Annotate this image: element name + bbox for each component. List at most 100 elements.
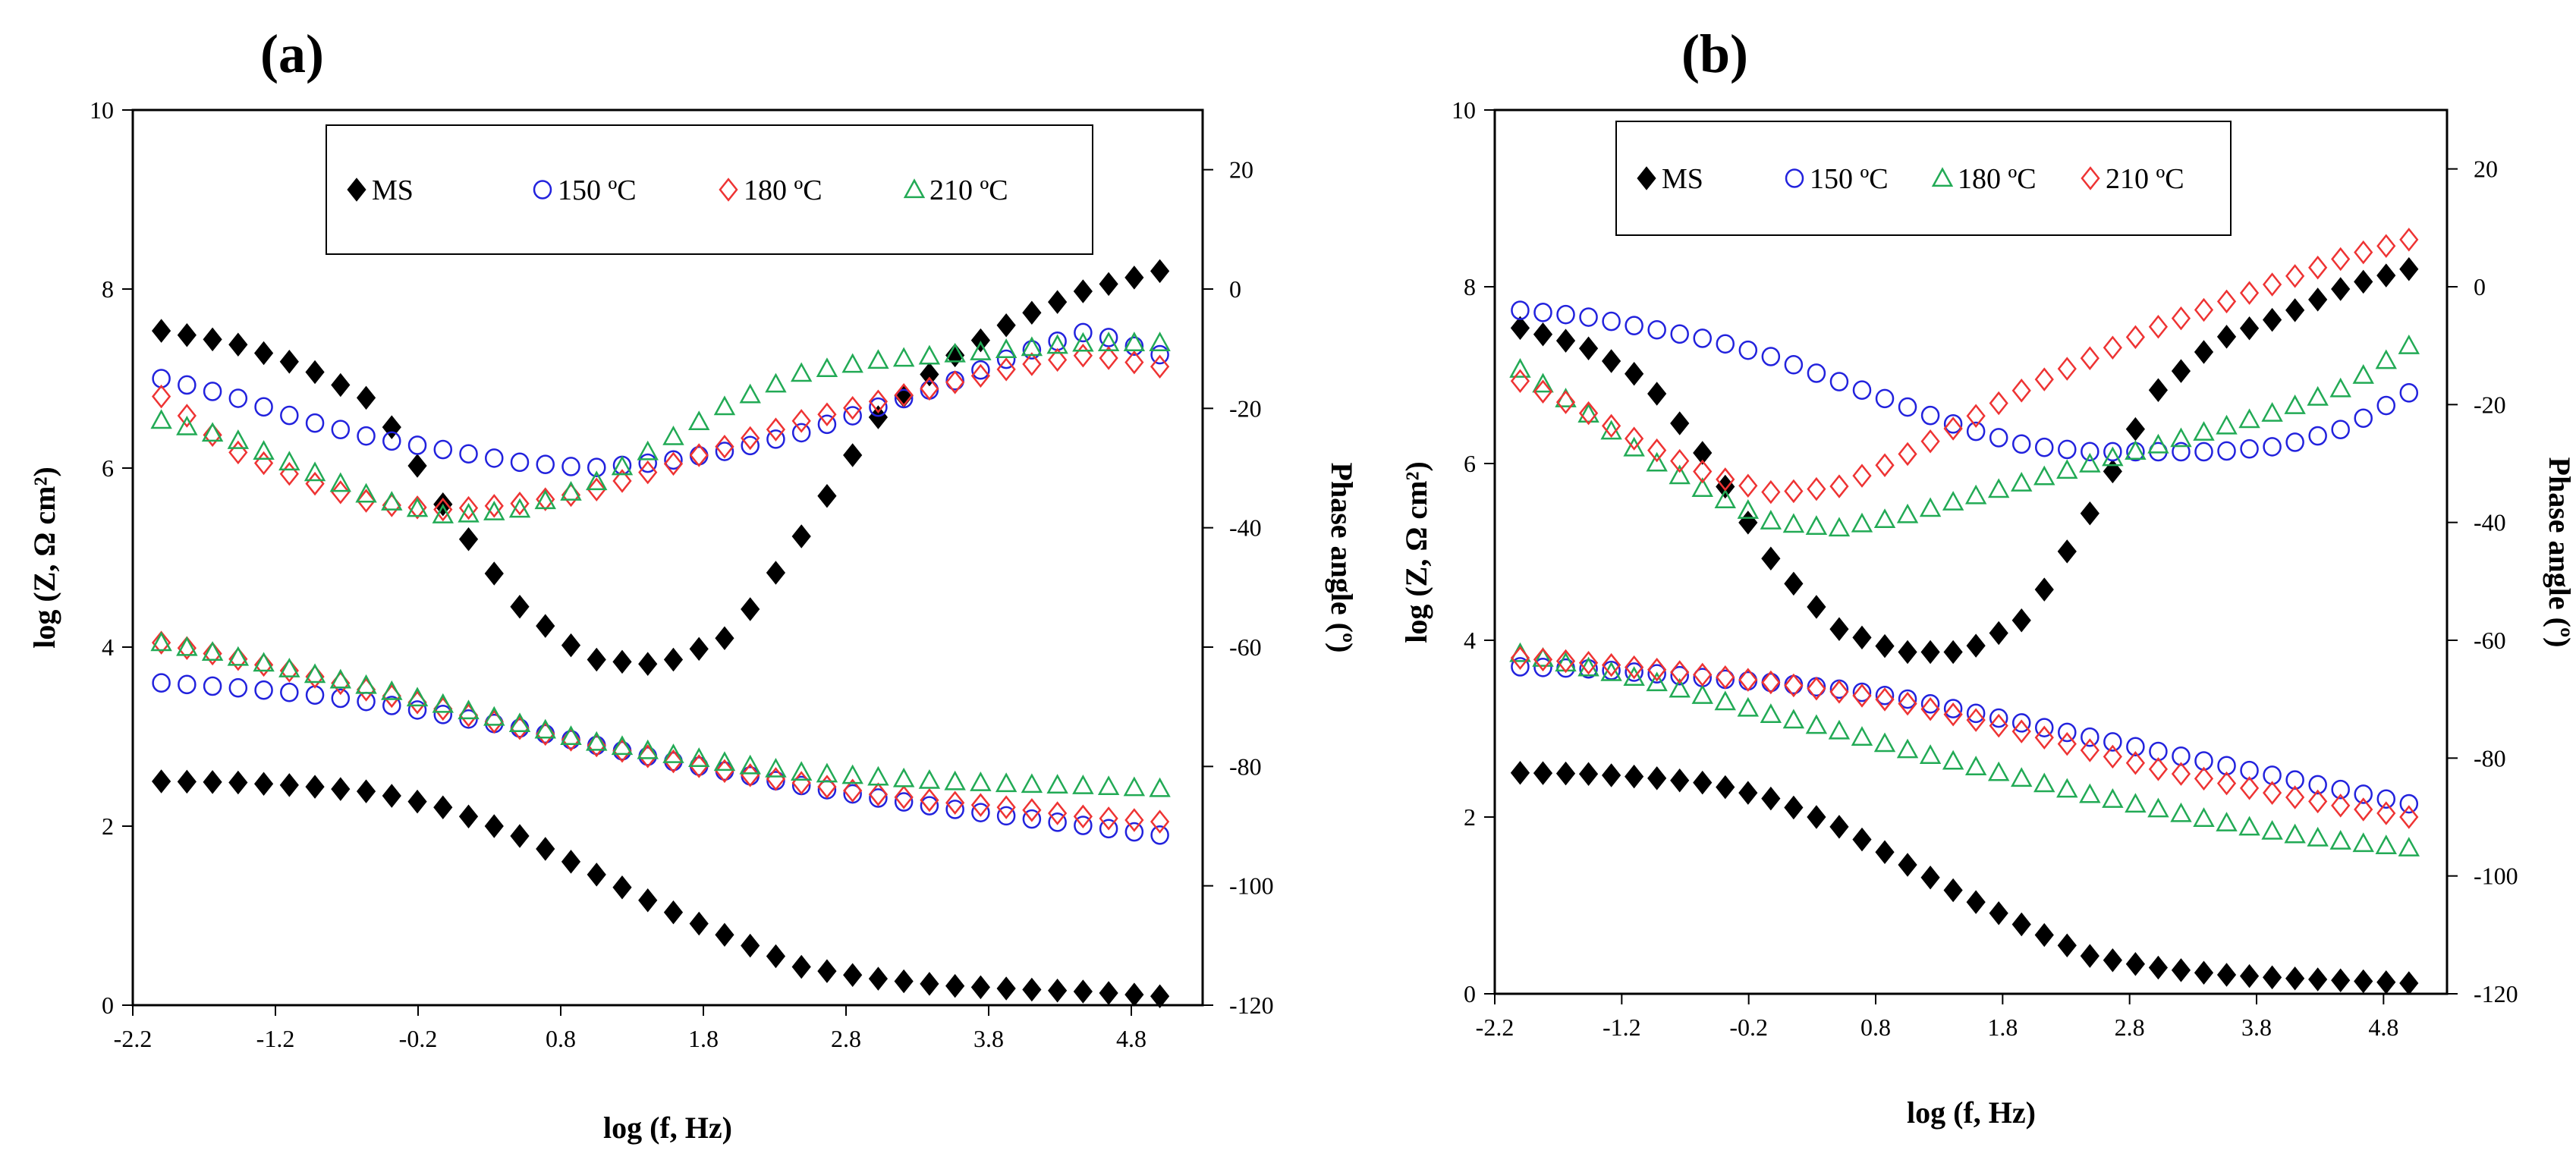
phase-point xyxy=(1875,388,1895,409)
phase-point xyxy=(2125,325,2145,350)
phase-point xyxy=(1987,478,2010,498)
impedance-point xyxy=(1896,738,1919,759)
phase-point xyxy=(638,460,658,485)
y2-tick-label: -40 xyxy=(1229,514,1262,542)
phase-point xyxy=(715,442,734,461)
legend-box-a xyxy=(326,124,1093,255)
impedance-point xyxy=(944,770,966,790)
phase-point xyxy=(227,429,250,449)
phase-point xyxy=(536,487,555,511)
impedance-point xyxy=(458,699,480,720)
impedance-point xyxy=(1966,708,1986,732)
impedance-point xyxy=(1510,646,1530,671)
impedance-point xyxy=(1761,786,1781,811)
y-tick-label: 6 xyxy=(102,454,114,482)
impedance-point xyxy=(1670,665,1689,686)
impedance-point xyxy=(406,687,429,707)
impedance-point xyxy=(2376,970,2396,995)
impedance-point xyxy=(177,769,197,794)
phase-point xyxy=(1556,304,1575,325)
phase-point xyxy=(1602,413,1621,438)
impedance-point xyxy=(1048,812,1067,832)
impedance-point xyxy=(253,652,274,677)
x-tick-label: 4.8 xyxy=(1116,1025,1146,1052)
impedance-point xyxy=(2148,955,2169,980)
y2-tick-label: -100 xyxy=(1229,872,1274,900)
phase-point xyxy=(663,451,684,476)
impedance-point xyxy=(945,790,965,815)
phase-point xyxy=(1738,473,1758,498)
phase-point xyxy=(484,494,504,518)
impedance-point xyxy=(841,764,863,784)
phase-point xyxy=(918,344,941,365)
impedance-point xyxy=(201,641,224,661)
phase-point xyxy=(2035,437,2054,457)
legend-a: MS 150 ºC 180 ºC 210 ºC xyxy=(347,174,1008,206)
impedance-point xyxy=(1920,696,1940,721)
impedance-point xyxy=(765,757,787,778)
phase-point xyxy=(970,328,990,353)
phase-point xyxy=(894,388,914,409)
phase-point xyxy=(279,461,299,486)
impedance-point xyxy=(178,674,197,695)
impedance-point xyxy=(1829,815,1849,839)
impedance-point xyxy=(688,747,710,768)
y2-tick-label: -80 xyxy=(2474,744,2506,772)
phase-point xyxy=(2308,426,2327,446)
impedance-point xyxy=(1625,655,1644,680)
impedance-point xyxy=(433,705,453,724)
legend-entry: 210 ºC xyxy=(929,174,1008,206)
phase-point xyxy=(279,350,299,374)
phase-point xyxy=(432,504,454,523)
phase-point xyxy=(1670,324,1689,344)
impedance-point xyxy=(2125,793,2147,813)
impedance-point xyxy=(253,772,274,796)
impedance-point xyxy=(1943,699,1963,718)
impedance-point xyxy=(279,773,299,797)
phase-point xyxy=(203,327,222,352)
impedance-point xyxy=(2331,779,2350,800)
impedance-point xyxy=(1046,774,1068,794)
x-tick-label: 1.8 xyxy=(1987,1014,2018,1041)
phase-point xyxy=(2376,395,2396,416)
phase-point xyxy=(664,450,683,470)
phase-point xyxy=(1670,448,1690,473)
legend-marker xyxy=(2081,166,2100,190)
phase-point xyxy=(894,383,914,407)
x-tick-label: -0.2 xyxy=(1729,1014,1768,1041)
phase-point xyxy=(1072,332,1094,352)
y-tick-label: 6 xyxy=(1464,450,1476,477)
impedance-point xyxy=(1989,708,2008,728)
impedance-point xyxy=(1943,702,1963,727)
impedance-point xyxy=(971,803,990,822)
phase-point xyxy=(254,397,273,417)
phase-point xyxy=(2057,539,2077,564)
phase-point xyxy=(1602,349,1621,373)
phase-point xyxy=(510,492,530,516)
phase-point xyxy=(536,614,555,638)
phase-point xyxy=(177,404,197,428)
impedance-point xyxy=(1022,809,1042,829)
y2-axis-label-a: Phase angle (º) xyxy=(1325,463,1359,653)
phase-point xyxy=(151,319,171,343)
phase-point xyxy=(1873,508,1896,529)
impedance-point xyxy=(534,718,556,739)
y-tick-label: 0 xyxy=(102,992,114,1019)
phase-point xyxy=(741,597,760,621)
y-tick-label: 8 xyxy=(1464,273,1476,300)
x-tick-label: 1.8 xyxy=(688,1025,719,1052)
impedance-point xyxy=(433,795,453,820)
impedance-point xyxy=(1072,775,1094,794)
impedance-point xyxy=(2399,805,2419,829)
phase-point xyxy=(1510,369,1530,394)
phase-point xyxy=(1555,390,1576,414)
phase-point xyxy=(2080,501,2099,526)
phase-point xyxy=(766,561,786,585)
y2-ticks-a: -120 -100 -80 -60 -40 -20 0 20 xyxy=(1203,156,1274,1019)
phase-point xyxy=(305,360,325,385)
impedance-point xyxy=(510,824,530,848)
phase-point xyxy=(1852,380,1872,401)
phase-point xyxy=(2399,383,2419,403)
impedance-point xyxy=(1828,719,1851,740)
phase-point xyxy=(2376,234,2396,258)
